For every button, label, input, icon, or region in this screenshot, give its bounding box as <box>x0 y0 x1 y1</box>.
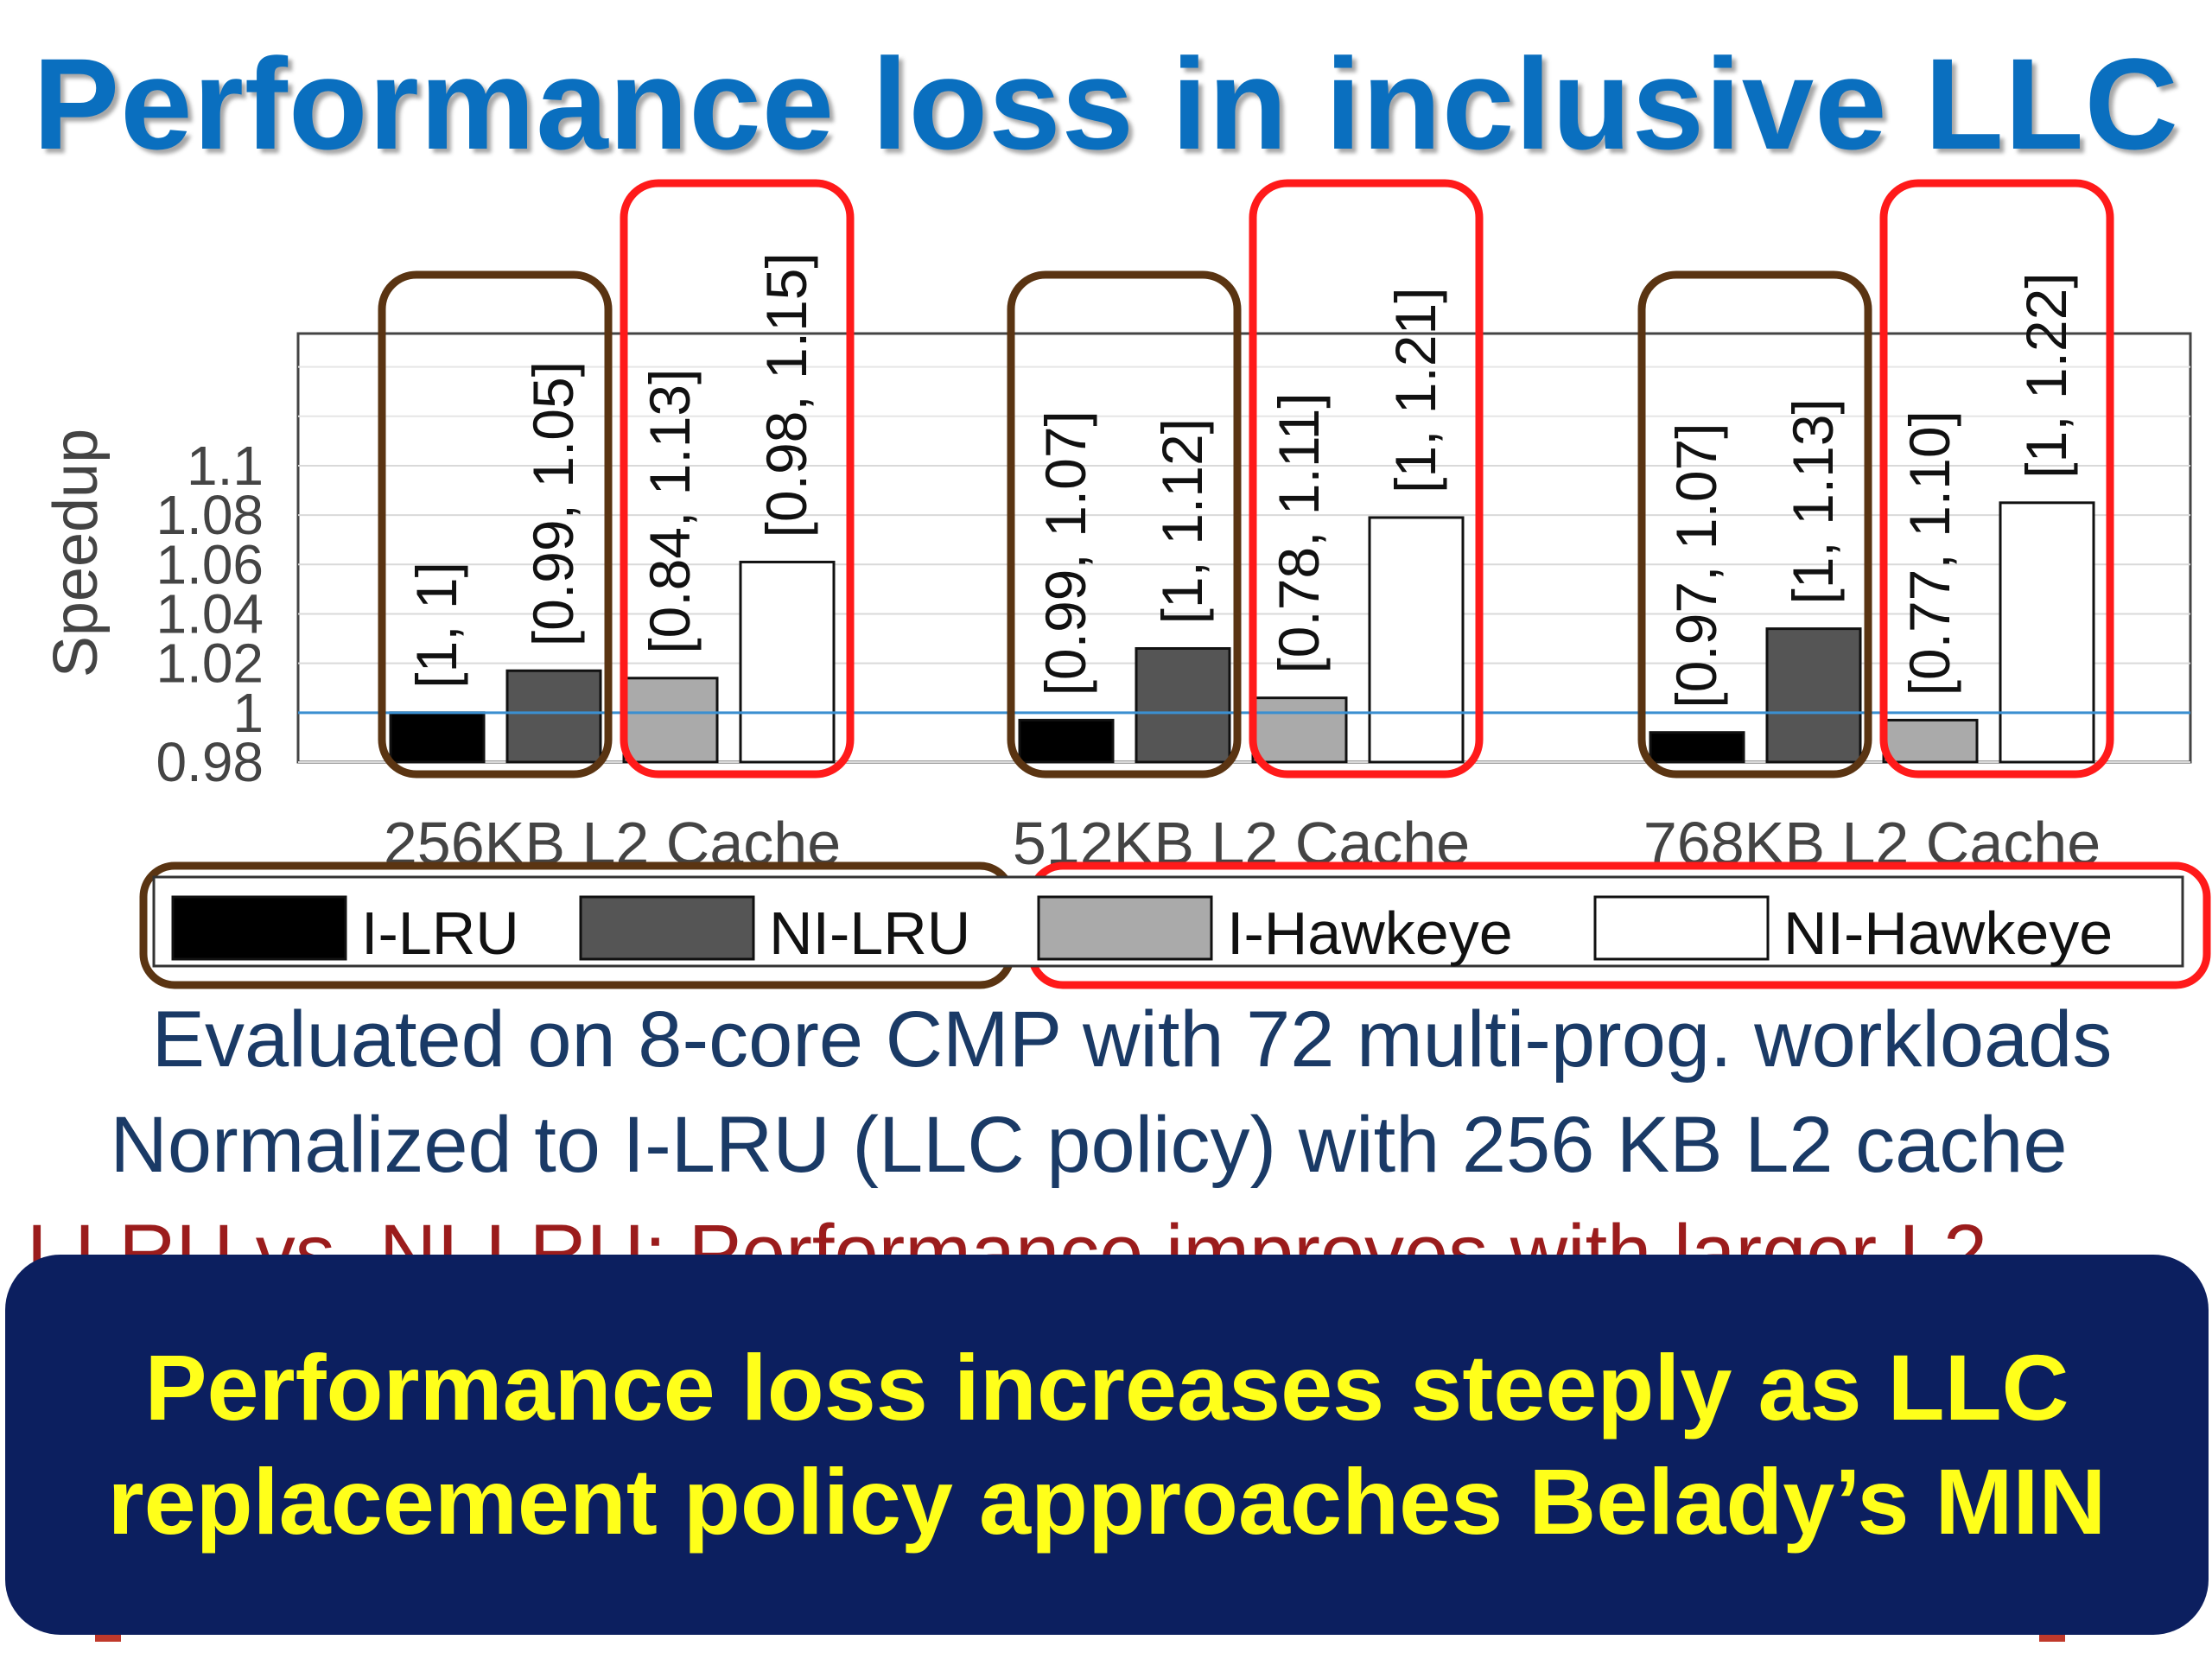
legend-swatch-ni-lru <box>579 895 755 961</box>
y-tick-label: 1.02 <box>156 632 264 695</box>
bar-interval-label: [1, 1.12] <box>1150 418 1214 625</box>
bar-interval-label: [1, 1.13] <box>1781 398 1845 605</box>
bar-ni-hawkeye <box>1999 501 2095 764</box>
lru-highlight-box <box>1007 270 1242 779</box>
bar-interval-label: [1, 1.21] <box>1383 287 1447 493</box>
plot-frame <box>296 332 2192 764</box>
bar-interval-label: [0.99, 1.05] <box>521 361 585 646</box>
label-layer: [1, 1] [0.99, 1.05] [0.84, 1.13] [0.98, 1.1… <box>404 252 2078 709</box>
bar-interval-label: [1, 1.22] <box>2014 272 2078 479</box>
y-tick-label: 1.1 <box>187 435 264 497</box>
bar-i-hawkeye <box>1251 696 1348 764</box>
y-axis-label: Speedup <box>41 429 111 677</box>
callout-line-1: Performance loss increases steeply as LL… <box>144 1335 2069 1440</box>
hawkeye-highlight-box <box>1249 179 1484 779</box>
bar-ni-hawkeye <box>739 560 836 764</box>
bar-interval-label: [0.97, 1.07] <box>1664 423 1728 708</box>
bar-interval-label: [0.99, 1.07] <box>1033 410 1097 696</box>
callout-box: Performance loss increases steeply as LL… <box>5 1255 2209 1635</box>
bar-ni-hawkeye <box>1368 516 1465 764</box>
callout-line-2: replacement policy approaches Belady’s M… <box>107 1449 2107 1554</box>
bar-interval-label: [0.78, 1.11] <box>1267 392 1331 673</box>
y-tick-label: 0.98 <box>156 731 264 793</box>
bar-interval-label: [0.77, 1.10] <box>1897 410 1961 696</box>
normalization-note: Normalized to I-LRU (LLC policy) with 25… <box>110 1101 2068 1189</box>
legend-swatch-i-lru <box>171 895 347 961</box>
bar-i-lru <box>1018 718 1115 764</box>
legend-swatch-i-hawkeye <box>1037 895 1213 961</box>
y-tick-label: 1.08 <box>156 484 264 546</box>
bar-interval-label: [0.84, 1.13] <box>638 369 702 654</box>
bar-i-hawkeye <box>1882 718 1979 764</box>
bar-interval-label: [1, 1] <box>404 562 468 689</box>
legend: I-LRU NI-LRU I-Hawkeye NI-Hawkeye <box>152 875 2184 968</box>
bar-ni-lru <box>1765 627 1862 764</box>
lru-highlight-box <box>378 270 613 779</box>
legend-label-ni-hawkeye: NI-Hawkeye <box>1783 899 2113 967</box>
bar-ni-lru <box>1135 646 1231 764</box>
bar-i-lru <box>1649 731 1745 764</box>
bar-interval-label: [0.98, 1.15] <box>754 252 818 537</box>
legend-swatch-ni-hawkeye <box>1593 895 1770 961</box>
evaluation-note: Evaluated on 8-core CMP with 72 multi-pr… <box>151 995 2113 1084</box>
legend-label-ni-lru: NI-LRU <box>769 899 970 967</box>
hawkeye-highlight-box <box>620 179 855 779</box>
bar-ni-lru <box>505 669 602 764</box>
grid-layer <box>296 332 2192 764</box>
y-tick-label: 1.06 <box>156 533 264 595</box>
legend-label-i-lru: I-LRU <box>361 899 519 967</box>
bar-layer <box>298 501 2190 764</box>
y-tick-label: 1.04 <box>156 582 264 645</box>
bar-i-hawkeye <box>622 677 719 764</box>
y-tick-label: 1 <box>232 682 264 744</box>
bar-i-lru <box>389 711 486 764</box>
slide-title: Performance loss in inclusive LLC <box>33 31 2179 176</box>
lru-highlight-box <box>1637 270 1872 779</box>
hawkeye-highlight-box <box>1879 179 2114 779</box>
legend-label-i-hawkeye: I-Hawkeye <box>1227 899 1513 967</box>
